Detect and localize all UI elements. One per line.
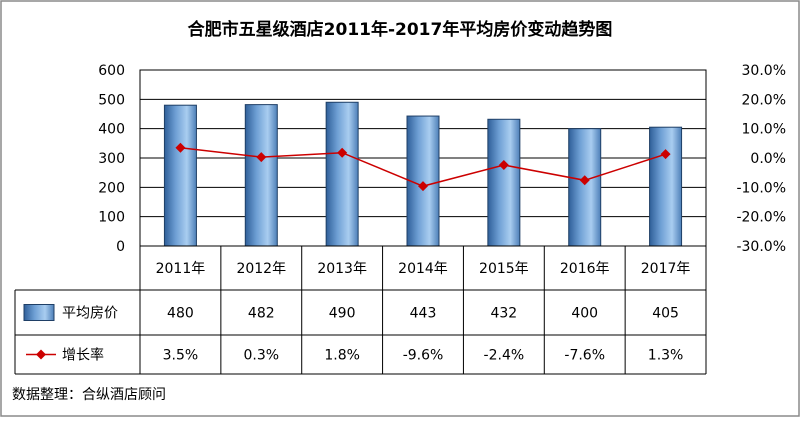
line-value-cell: 1.8% <box>324 348 360 364</box>
bar-value-cell: 400 <box>571 306 598 322</box>
data-table: 2011年 2012年 2013年 2014年 2015年 2016年 2017年平均房价 4… <box>14 245 707 375</box>
line-point <box>498 160 509 171</box>
category-label: 2011年 <box>156 261 206 277</box>
line-point <box>337 147 348 158</box>
source-note: 数据整理：合纵酒店顾问 <box>12 387 166 403</box>
right-tick-label: -10.0% <box>736 180 786 196</box>
line-point <box>418 181 428 192</box>
bar-value-cell: 490 <box>329 306 356 322</box>
bar-series <box>163 101 683 247</box>
category-label: 2015年 <box>479 261 529 277</box>
category-label: 2017年 <box>641 261 691 277</box>
bar <box>649 126 683 247</box>
line-point <box>579 175 590 186</box>
line-value-cell: 0.3% <box>243 348 279 364</box>
bar <box>487 118 521 247</box>
left-tick-label: 100 <box>98 210 125 226</box>
line-value-cell: -2.4% <box>484 348 525 364</box>
legend-swatch-bar <box>23 304 55 321</box>
left-axis-ticks: 0 100 200 300 400 500 600 <box>98 63 125 255</box>
line-value-cell: -7.6% <box>564 348 605 364</box>
legend-label-bar: 平均房价 <box>62 306 118 322</box>
bar-value-cell: 432 <box>490 306 517 322</box>
line-point <box>175 142 186 153</box>
bar-value-cell: 480 <box>167 306 194 322</box>
bar <box>325 101 359 247</box>
category-label: 2013年 <box>317 261 367 277</box>
bar-value-cell: 482 <box>248 306 275 322</box>
left-tick-label: 200 <box>98 180 125 196</box>
bar-value-cell: 405 <box>652 306 679 322</box>
category-label: 2014年 <box>398 261 448 277</box>
bar <box>163 104 197 247</box>
bar <box>244 104 278 247</box>
category-label: 2012年 <box>236 261 286 277</box>
bar <box>568 128 602 247</box>
right-tick-label: -20.0% <box>736 210 786 226</box>
left-tick-label: 0 <box>116 239 125 255</box>
line-value-cell: 3.5% <box>163 348 199 364</box>
left-tick-label: 500 <box>98 92 125 108</box>
line-series <box>175 142 671 192</box>
line-value-cell: -9.6% <box>403 348 444 364</box>
right-axis-ticks: -30.0% -20.0% -10.0% 0.0% 10.0% 20.0% 30.0% <box>736 63 786 255</box>
left-tick-label: 300 <box>98 151 125 167</box>
bar-value-cell: 443 <box>410 306 437 322</box>
right-tick-label: 30.0% <box>742 63 786 79</box>
left-tick-label: 600 <box>98 63 125 79</box>
line-point <box>660 149 671 160</box>
right-tick-label: 20.0% <box>742 92 786 108</box>
right-tick-label: 10.0% <box>742 122 786 138</box>
chart-title: 合肥市五星级酒店2011年-2017年平均房价变动趋势图 <box>188 19 613 40</box>
right-tick-label: 0.0% <box>750 151 786 167</box>
right-tick-label: -30.0% <box>736 239 786 255</box>
line-point <box>256 152 267 163</box>
legend-label-line: 增长率 <box>62 347 104 364</box>
left-tick-label: 400 <box>98 122 125 138</box>
legend-marker-line <box>36 349 46 360</box>
line-value-cell: 1.3% <box>648 348 684 364</box>
category-label: 2016年 <box>560 261 610 277</box>
